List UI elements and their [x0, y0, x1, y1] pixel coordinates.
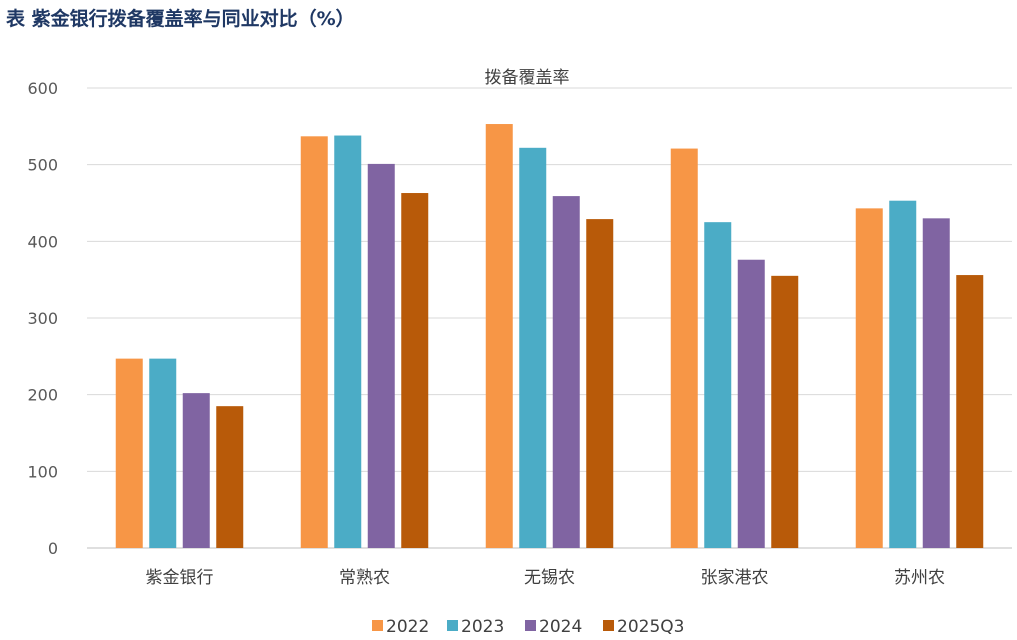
legend-label: 2025Q3	[617, 617, 684, 637]
y-tick-label: 400	[27, 232, 58, 251]
bar	[485, 124, 513, 549]
bar	[889, 200, 917, 548]
legend-swatch	[603, 620, 614, 631]
bar	[519, 147, 547, 549]
y-axis-ticks: 0 100 200 300 400 500 600	[27, 79, 58, 558]
bar	[216, 406, 244, 548]
y-tick-label: 600	[27, 79, 58, 98]
bar	[956, 275, 984, 548]
legend-label: 2024	[539, 617, 582, 637]
bar	[149, 358, 177, 548]
page-title: 表 紫金银行拨备覆盖率与同业对比（%）	[6, 8, 355, 30]
bar	[115, 358, 143, 548]
bar	[922, 218, 950, 549]
bar	[737, 259, 765, 548]
x-axis-ticks: 紫金银行 常熟农 无锡农 张家港农 苏州农	[146, 567, 946, 588]
bar	[771, 275, 799, 548]
bars	[115, 124, 984, 549]
x-tick-label: 紫金银行	[146, 568, 214, 588]
y-tick-label: 0	[48, 539, 58, 558]
y-tick-label: 200	[27, 386, 58, 405]
chart-title: 拨备覆盖率	[485, 68, 570, 88]
legend: 2022 2023 2024 2025Q3	[372, 617, 684, 637]
y-tick-label: 100	[27, 462, 58, 481]
x-tick-label: 张家港农	[701, 568, 769, 588]
legend-swatch	[447, 620, 458, 631]
bar	[855, 208, 883, 548]
bar	[552, 196, 580, 548]
bar	[670, 148, 698, 549]
legend-label: 2022	[386, 617, 429, 637]
x-tick-label: 无锡农	[524, 568, 575, 588]
y-tick-label: 300	[27, 309, 58, 328]
bar	[586, 219, 614, 548]
bar	[182, 393, 210, 548]
x-tick-label: 常熟农	[339, 567, 390, 588]
bar	[334, 135, 362, 549]
y-tick-label: 500	[27, 156, 58, 175]
bar	[367, 163, 395, 548]
legend-swatch	[372, 620, 383, 631]
legend-swatch	[525, 620, 536, 631]
x-tick-label: 苏州农	[894, 568, 945, 588]
bar	[401, 193, 429, 549]
legend-label: 2023	[461, 617, 504, 637]
bar	[300, 136, 328, 549]
bar	[704, 222, 732, 548]
